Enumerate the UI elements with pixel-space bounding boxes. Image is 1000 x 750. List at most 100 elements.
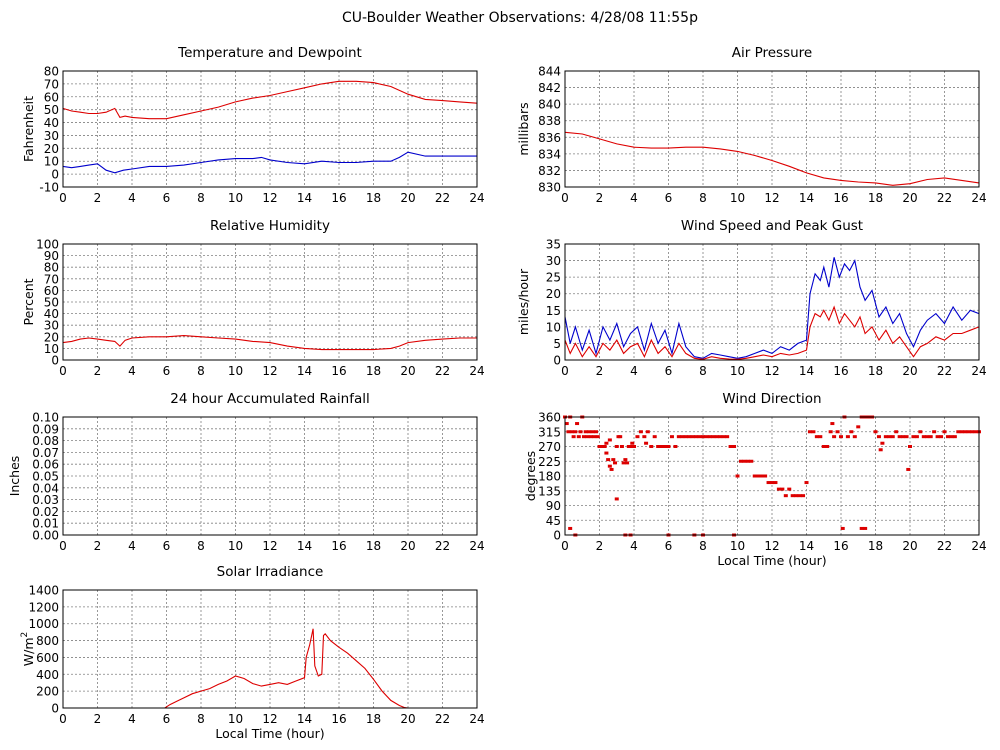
temperature-xtick-label: 16 <box>331 191 346 205</box>
temperature-xtick-label: 8 <box>197 191 205 205</box>
pressure-xtick-label: 10 <box>730 191 745 205</box>
wind-speed-xtick-label: 18 <box>868 364 883 378</box>
humidity-series-0 <box>62 335 477 351</box>
wind-direction-point <box>642 435 647 439</box>
wind-speed-ytick-label: 25 <box>546 271 561 285</box>
solar-title: Solar Irradiance <box>217 564 324 580</box>
pressure-ylabel: millibars <box>516 102 531 155</box>
wind-speed-xtick-label: 20 <box>902 364 917 378</box>
wind-direction-point <box>790 494 795 498</box>
wind-speed-title: Wind Speed and Peak Gust <box>681 218 863 234</box>
wind-direction-point <box>897 435 902 439</box>
figure-title: CU-Boulder Weather Observations: 4/28/08… <box>342 10 698 26</box>
solar-ytick-label: 600 <box>36 651 59 665</box>
wind-direction-point <box>773 481 778 485</box>
wind-direction-point <box>632 445 636 448</box>
wind-direction-point <box>804 481 809 485</box>
humidity-title: Relative Humidity <box>210 218 330 234</box>
wind-direction-ytick-label: 180 <box>538 470 561 484</box>
wind-direction-point <box>880 441 885 445</box>
wind-direction-xtick-label: 4 <box>630 539 638 553</box>
humidity-xtick-label: 20 <box>400 364 415 378</box>
pressure-xtick-label: 12 <box>764 191 779 205</box>
wind-speed-xtick-label: 4 <box>630 364 638 378</box>
wind-direction-point <box>564 422 569 426</box>
wind-direction-point <box>581 435 586 439</box>
wind-direction-point <box>588 435 593 439</box>
humidity-xtick-label: 2 <box>94 364 102 378</box>
pressure-title: Air Pressure <box>732 45 812 61</box>
solar-ytick-label: 200 <box>36 685 59 699</box>
humidity-ytick-label: 40 <box>44 307 59 321</box>
wind-direction-point <box>749 459 754 463</box>
wind-speed-ytick-label: 35 <box>546 238 561 252</box>
rainfall-xtick-label: 14 <box>297 539 312 553</box>
temperature-xtick-label: 14 <box>297 191 312 205</box>
wind-direction-point <box>571 435 576 439</box>
temperature-xtick-label: 20 <box>400 191 415 205</box>
humidity-ylabel: Percent <box>21 278 36 325</box>
pressure-xtick-label: 16 <box>833 191 848 205</box>
wind-direction-ytick-label: 0 <box>553 529 561 543</box>
temperature-ylabel: Fahrenheit <box>21 96 36 162</box>
wind-direction-point <box>945 435 950 439</box>
humidity-ytick-label: 10 <box>44 342 59 356</box>
rainfall-ytick-label: 0.02 <box>32 505 59 519</box>
wind-direction-point <box>906 467 911 471</box>
rainfall-xtick-label: 24 <box>469 539 484 553</box>
wind-speed-ytick-label: 15 <box>546 304 561 318</box>
wind-direction-point <box>830 422 835 426</box>
solar-xlabel: Local Time (hour) <box>215 726 324 741</box>
wind-direction-xtick-label: 24 <box>971 539 986 553</box>
wind-direction-point <box>956 430 961 434</box>
wind-direction-point <box>797 494 802 498</box>
wind-speed-xtick-label: 8 <box>699 364 707 378</box>
humidity-ytick-label: 0 <box>51 354 59 368</box>
wind-direction-point <box>666 445 671 448</box>
humidity-ytick-label: 80 <box>44 261 59 275</box>
wind-direction-point <box>587 430 592 434</box>
temperature-xtick-label: 12 <box>262 191 277 205</box>
temperature-xtick-label: 10 <box>228 191 243 205</box>
wind-direction-point <box>638 430 643 434</box>
rainfall-ytick-label: 0.03 <box>32 493 59 507</box>
wind-direction-point <box>911 435 916 439</box>
wind-direction-point <box>766 481 771 485</box>
wind-direction-xtick-label: 22 <box>937 539 952 553</box>
wind-direction-xtick-label: 18 <box>868 539 883 553</box>
wind-direction-point <box>921 435 926 439</box>
wind-direction-point <box>918 430 923 434</box>
wind-direction-point <box>694 435 699 439</box>
solar-xtick-label: 2 <box>94 712 102 726</box>
wind-speed-xtick-label: 12 <box>764 364 779 378</box>
temperature-ytick-label: -10 <box>39 181 59 195</box>
pressure-series-0 <box>564 131 980 186</box>
wind-direction-point <box>602 445 607 448</box>
wind-direction-point <box>690 435 695 439</box>
wind-direction-point <box>794 494 799 498</box>
humidity-ytick-label: 60 <box>44 284 59 298</box>
wind-direction-point <box>856 425 861 429</box>
pressure-ytick-label: 842 <box>538 81 561 95</box>
wind-speed-ytick-label: 20 <box>546 287 561 301</box>
wind-direction-point <box>883 435 888 439</box>
temperature-series-0 <box>62 80 478 120</box>
wind-direction-point <box>818 435 823 439</box>
wind-direction-point <box>680 435 685 439</box>
rainfall-ytick-label: 0.09 <box>32 422 59 436</box>
solar-xtick-label: 18 <box>366 712 381 726</box>
temperature-xtick-label: 2 <box>94 191 102 205</box>
wind-speed-xtick-label: 14 <box>799 364 814 378</box>
pressure-ytick-label: 840 <box>538 98 561 112</box>
wind-direction-point <box>745 459 750 463</box>
wind-direction-ytick-label: 90 <box>546 499 561 513</box>
temperature-ytick-label: 80 <box>44 65 59 79</box>
wind-direction-point <box>887 435 892 439</box>
wind-direction-point <box>635 435 640 439</box>
rainfall-ytick-label: 0.08 <box>32 434 59 448</box>
wind-direction-point <box>575 422 580 426</box>
wind-direction-point <box>845 435 850 439</box>
solar-xtick-label: 0 <box>59 712 67 726</box>
